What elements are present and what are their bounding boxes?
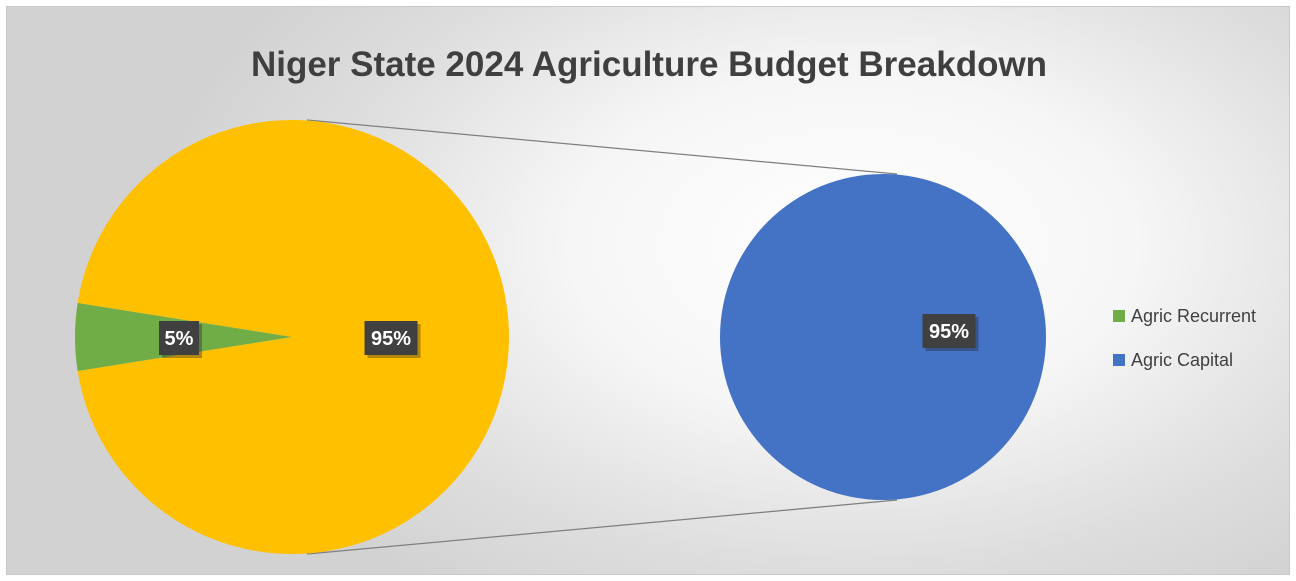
data-label-agric-capital-text: 95% [929, 321, 969, 343]
pie-slice-agric-capital [720, 174, 1046, 500]
data-label-agric-recurrent-box [159, 321, 199, 355]
legend-label-agric-capital: Agric Capital [1131, 349, 1234, 370]
data-label-other: 95% [364, 321, 421, 358]
data-label-other-box [364, 321, 418, 355]
data-label-agric-recurrent: 5% [159, 321, 202, 358]
connector-line-bottom [306, 499, 898, 555]
data-label-other-text: 95% [371, 328, 411, 350]
legend: Agric Recurrent Agric Capital [1113, 305, 1256, 393]
legend-swatch-agric-capital [1113, 354, 1125, 366]
chart-title: Niger State 2024 Agriculture Budget Brea… [250, 45, 1048, 84]
legend-item-agric-recurrent: Agric Recurrent [1113, 305, 1256, 327]
legend-swatch-agric-recurrent [1113, 310, 1125, 322]
chart-area: Niger State 2024 Agriculture Budget Brea… [6, 6, 1290, 575]
connector-line-top [306, 119, 898, 175]
legend-item-agric-capital: Agric Capital [1113, 349, 1256, 371]
pie-of-pie-chart: 5% 95% 95% [75, 119, 1046, 555]
data-label-agric-capital-box [922, 314, 976, 348]
pie-slice-other [77, 119, 509, 554]
legend-label-agric-recurrent: Agric Recurrent [1131, 305, 1257, 326]
data-label-agric-capital: 95% [922, 314, 979, 351]
data-label-agric-recurrent-text: 5% [165, 328, 194, 350]
